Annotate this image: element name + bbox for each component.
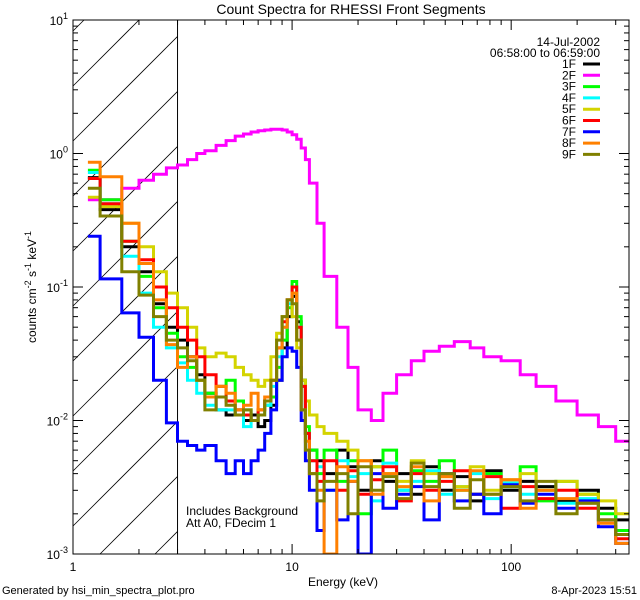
hatch-line	[72, 146, 178, 252]
y-tick-label: 10-3	[47, 545, 68, 562]
y-tick-label: 101	[50, 11, 68, 28]
legend-label-7F: 7F	[562, 125, 576, 139]
hatch-line	[72, 366, 178, 472]
y-tick-label: 100	[50, 145, 68, 162]
y-tick-label: 10-1	[47, 278, 68, 295]
legend-time-range: 06:58:00 to 06:59:00	[490, 46, 600, 60]
legend-label-4F: 4F	[562, 91, 576, 105]
y-tick-labels: 101 100 10-1 10-2 10-3	[47, 11, 68, 562]
x-tick-label: 1	[70, 560, 77, 574]
legend-label-9F: 9F	[562, 147, 576, 161]
series-7F	[87, 234, 629, 554]
hatch-line	[99, 476, 178, 555]
hatch-line	[154, 531, 178, 555]
legend-label-1F: 1F	[562, 57, 576, 71]
hatch-line	[72, 19, 140, 87]
x-tick-labels: 1 10 100	[70, 560, 522, 574]
hatch-line	[72, 311, 178, 417]
hatch-line	[72, 91, 178, 197]
legend-label-8F: 8F	[562, 136, 576, 150]
legend-date: 14-Jul-2002	[537, 35, 601, 49]
footer-timestamp: 8-Apr-2023 15:51	[551, 585, 637, 597]
legend-label-6F: 6F	[562, 114, 576, 128]
annotation-background: Includes Background	[186, 504, 298, 518]
x-tick-label: 10	[285, 560, 299, 574]
y-tick-label: 10-2	[47, 412, 68, 429]
legend-label-2F: 2F	[562, 68, 576, 82]
y-axis-label: counts cm-2 s-1 keV-1	[23, 231, 39, 343]
axis-ticks	[72, 19, 629, 555]
series-9F	[87, 186, 629, 536]
chart-title: Count Spectra for RHESSI Front Segments	[216, 1, 485, 17]
hatch-line	[72, 421, 178, 527]
legend-label-5F: 5F	[562, 102, 576, 116]
series-group	[87, 127, 629, 554]
series-2F	[87, 127, 629, 443]
x-axis-label: Energy (keV)	[308, 575, 378, 589]
excluded-energy-hatching	[72, 19, 178, 555]
x-tick-label: 100	[501, 560, 521, 574]
annotation-attenuator: Att A0, FDecim 1	[186, 516, 276, 530]
legend-label-3F: 3F	[562, 80, 576, 94]
hatch-line	[72, 36, 178, 142]
hatch-line	[72, 201, 178, 307]
footer-generated-by: Generated by hsi_min_spectra_plot.pro	[2, 585, 195, 597]
hatch-line	[72, 19, 85, 32]
hatch-line	[72, 256, 178, 362]
